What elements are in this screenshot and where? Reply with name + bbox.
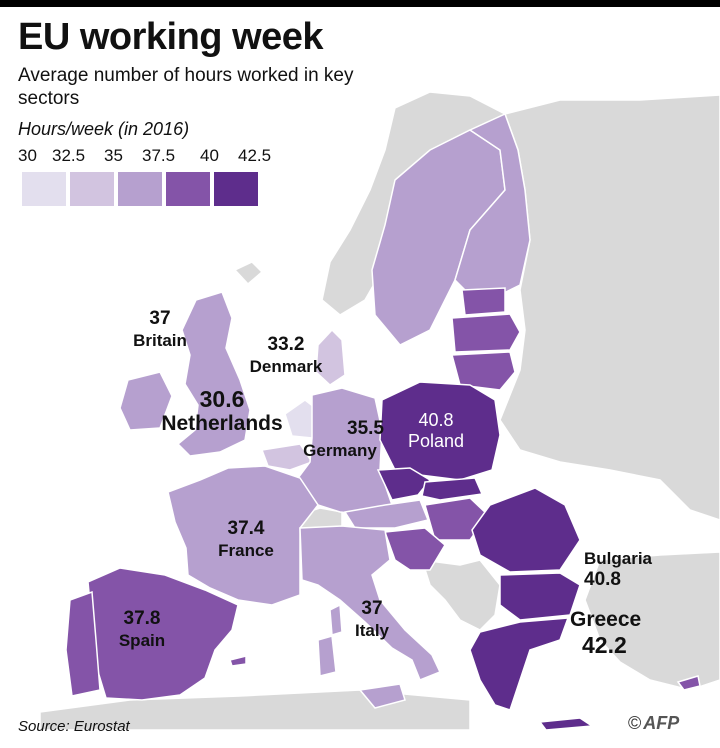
label-britain: 37 Britain	[120, 308, 200, 351]
label-germany: 35.5 Germany	[290, 418, 390, 461]
afp-logo: AFP	[643, 713, 680, 733]
cyprus	[676, 675, 701, 691]
france-name: France	[218, 541, 274, 560]
slovenia-croatia	[383, 527, 446, 571]
netherlands-name: Netherlands	[161, 412, 283, 435]
denmark-name: Denmark	[249, 357, 323, 376]
sardinia	[317, 635, 337, 677]
germany-name: Germany	[303, 441, 377, 460]
greece-name: Greece	[570, 608, 642, 631]
legend-title: Hours/week (in 2016)	[18, 119, 190, 139]
denmark	[315, 328, 346, 386]
romania	[471, 487, 581, 573]
sicily	[358, 683, 406, 709]
balkans	[420, 559, 501, 631]
label-bulgaria: Bulgaria 40.8	[584, 548, 676, 591]
top-bar	[0, 0, 720, 7]
turkey	[584, 551, 720, 691]
bulgaria-hours: 40.8	[584, 569, 621, 590]
poland-name: Poland	[407, 431, 465, 451]
legend-swatch	[70, 172, 114, 206]
italy-hours: 37	[361, 598, 383, 619]
belgium	[260, 443, 314, 471]
ireland	[119, 371, 173, 431]
label-greece: Greece 42.2	[570, 608, 670, 658]
source-note: Source: Eurostat	[18, 718, 130, 735]
label-france: 37.4 France	[206, 518, 286, 561]
greece-hours: 42.2	[582, 632, 627, 658]
chart-title: EU working week	[18, 16, 324, 58]
poland	[379, 381, 501, 481]
france	[167, 465, 319, 606]
poland-hours: 40.8	[418, 410, 454, 430]
britain	[176, 291, 251, 457]
legend-tick: 35	[104, 146, 123, 165]
estonia	[461, 287, 506, 316]
germany-hours: 35.5	[347, 418, 384, 439]
legend-tick: 37.5	[142, 146, 176, 165]
legend-swatch	[22, 172, 66, 206]
russia-belarus-ukraine	[499, 94, 720, 521]
chart-subtitle: Average number of hours worked in key se…	[18, 65, 354, 109]
label-denmark: 33.2 Denmark	[226, 334, 346, 377]
portugal	[65, 590, 101, 697]
crete	[538, 717, 595, 731]
italy	[299, 525, 442, 681]
france-hours: 37.4	[227, 518, 265, 539]
denmark-hours: 33.2	[267, 334, 305, 355]
legend-tick: 32.5	[52, 146, 86, 165]
balearics	[229, 655, 247, 667]
legend-tick: 30	[18, 146, 37, 165]
copyright-symbol: ©	[628, 713, 642, 733]
legend-tick: 40	[200, 146, 219, 165]
label-netherlands: 30.6 Netherlands	[142, 386, 302, 436]
spain-name: Spain	[118, 631, 166, 650]
slovakia	[421, 477, 484, 501]
spain-hours: 37.8	[123, 608, 161, 629]
afp-credit: © AFP	[628, 713, 679, 734]
bulgaria-name: Bulgaria	[584, 549, 653, 568]
iceland	[233, 261, 264, 286]
legend-swatch	[214, 172, 258, 206]
legend-tick: 42.5	[238, 146, 272, 165]
greece	[469, 617, 570, 711]
eu-countries	[65, 112, 701, 731]
corsica	[329, 603, 343, 636]
legend-swatch	[166, 172, 210, 206]
label-spain: 37.8 Spain	[102, 608, 182, 651]
bulgaria	[499, 572, 581, 621]
britain-hours: 37	[149, 308, 171, 329]
lithuania	[451, 351, 516, 391]
latvia	[451, 313, 521, 353]
label-poland: 40.8 Poland	[396, 410, 476, 452]
label-italy: 37 Italy	[340, 598, 404, 641]
legend-swatch	[118, 172, 162, 206]
netherlands-hours: 30.6	[199, 386, 245, 412]
britain-name: Britain	[133, 331, 187, 350]
italy-name: Italy	[354, 621, 390, 640]
